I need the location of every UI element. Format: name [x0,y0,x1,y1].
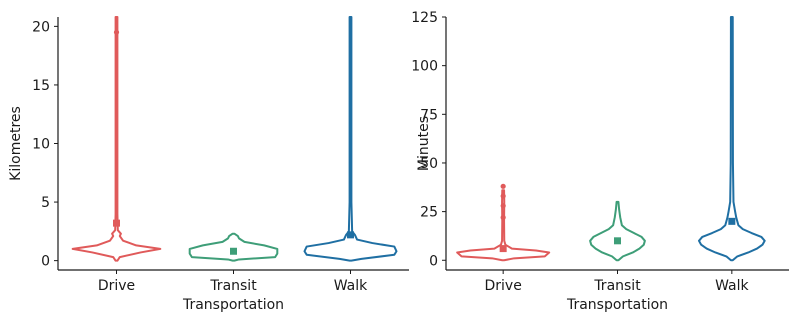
x-tick-label: Transit [593,278,641,294]
x-tick-label: Transit [209,278,257,294]
violin-drive [456,189,551,262]
y-tick-label: 25 [420,205,438,221]
outlier-point-drive [113,29,120,35]
x-tick-label: Drive [98,278,135,294]
y-tick-label: 100 [411,59,438,75]
chart-panel-1: 0 5 10 15 20 Drive Transit Walk Transportation Ki… [8,16,409,313]
y-axis-title: Kilometres [8,106,24,181]
mean-marker-drive [499,245,507,253]
violin-transit [589,200,646,262]
y-tick-label: 50 [420,156,438,172]
x-tick-label: Drive [485,278,522,294]
outlier-point-drive [500,193,506,199]
y-tick-label: 0 [41,254,50,270]
x-axis-title: Transportation [566,297,668,313]
y-tick-label: 20 [32,19,50,35]
y-tick-label: 5 [41,195,50,211]
mean-marker-walk [728,217,736,225]
y-tick-label: 15 [32,78,50,94]
x-tick-label: Walk [334,278,368,294]
x-axis-title: Transportation [182,297,284,313]
y-tick-label: 75 [420,107,438,123]
mean-marker-transit [614,237,621,245]
x-tick-label: Walk [715,278,749,294]
y-tick-label: 0 [429,253,438,269]
outlier-point-drive [500,183,506,189]
mean-marker-transit [230,247,237,255]
chart-panel-2: 0 25 50 75 100 125 Drive Transit Walk Transportat… [411,10,789,313]
violin-walk [697,16,766,262]
violin-drive [71,16,162,262]
outlier-point-drive [500,214,506,221]
outlier-point-drive [500,203,506,209]
violin-transit [188,232,279,262]
violin-walk [303,16,398,262]
y-axis-title: Minutes [416,116,432,171]
y-tick-label: 10 [32,137,50,153]
y-tick-label: 125 [411,10,438,26]
mean-marker-drive [113,219,120,227]
mean-marker-walk [347,231,354,239]
